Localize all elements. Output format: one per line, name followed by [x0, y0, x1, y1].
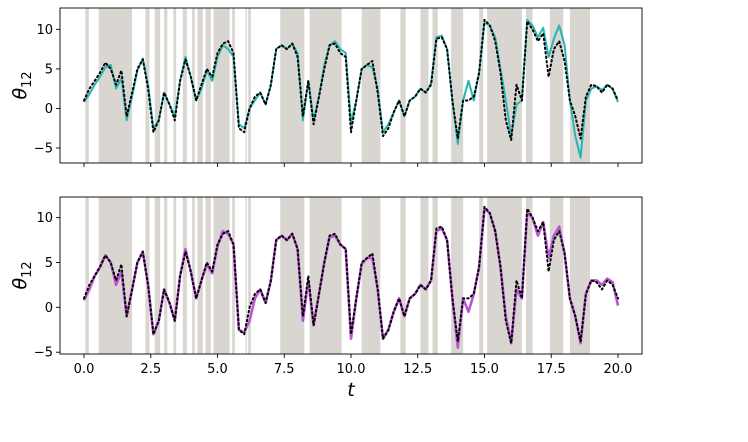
shaded-interval	[173, 197, 177, 354]
x-tick-label: 15.0	[470, 362, 499, 377]
shaded-interval	[309, 8, 342, 163]
y-axis-label: θ12	[9, 261, 35, 289]
y-axis-label: θ12	[9, 71, 35, 99]
shaded-interval	[309, 197, 342, 354]
shaded-interval	[549, 197, 564, 354]
series-line-reference	[83, 205, 619, 345]
x-tick-label: 2.5	[140, 362, 161, 377]
shaded-interval	[154, 197, 161, 354]
shaded-interval	[420, 8, 429, 163]
x-tick-label: 5.0	[207, 362, 228, 377]
shaded-interval	[232, 197, 235, 354]
y-tick-label: 0	[45, 102, 53, 117]
shaded-interval	[569, 197, 590, 354]
shaded-interval	[479, 8, 484, 163]
shaded-interval	[361, 8, 381, 163]
shaded-interval	[173, 8, 177, 163]
y-tick-label: 5	[45, 62, 53, 77]
shaded-interval	[400, 197, 406, 354]
shaded-interval	[232, 8, 235, 163]
shaded-interval	[85, 197, 89, 354]
shaded-interval	[164, 197, 168, 354]
shaded-interval	[245, 197, 247, 354]
shaded-interval	[569, 8, 590, 163]
shaded-interval	[197, 197, 203, 354]
y-axis-label-symbol: θ	[9, 88, 31, 100]
shaded-interval	[182, 8, 187, 163]
y-axis-label-symbol: θ	[9, 278, 31, 290]
shaded-interval	[98, 197, 133, 354]
x-tick-label: 7.5	[274, 362, 295, 377]
shaded-interval	[479, 197, 484, 354]
shaded-interval	[248, 8, 251, 163]
shaded-interval	[164, 8, 168, 163]
shaded-interval	[525, 8, 533, 163]
shaded-interval	[192, 197, 195, 354]
x-tick-label: 20.0	[603, 362, 632, 377]
bottom-subplot: −5 0 5 10 0.0 2.5 5.0 7.5 10.0 12.5 15.0 17.5 20.0 θ1…	[9, 196, 643, 401]
shaded-interval	[432, 197, 438, 354]
shaded-interval	[213, 197, 230, 354]
shaded-interval	[85, 8, 89, 163]
shaded-interval	[525, 197, 533, 354]
shaded-interval	[361, 197, 381, 354]
y-tick-label: 10	[36, 23, 53, 38]
x-tick-label: 17.5	[537, 362, 566, 377]
y-axis-label-subscript: 12	[20, 261, 35, 278]
shaded-interval	[205, 8, 211, 163]
shaded-interval	[205, 197, 211, 354]
x-tick-label: 12.5	[403, 362, 432, 377]
y-tick-label: 10	[36, 211, 53, 226]
x-axis-label: t	[347, 379, 356, 401]
y-tick-label: 0	[45, 301, 53, 316]
shaded-interval	[248, 197, 251, 354]
shaded-interval	[213, 8, 230, 163]
shaded-interval	[197, 8, 203, 163]
shaded-interval	[245, 8, 247, 163]
shaded-interval	[432, 8, 438, 163]
x-tick-label: 0.0	[74, 362, 95, 377]
y-tick-label: −5	[34, 346, 53, 361]
shaded-interval	[182, 197, 187, 354]
y-tick-label: −5	[34, 141, 53, 156]
shaded-interval	[400, 8, 406, 163]
series-line-reference	[83, 18, 619, 142]
shaded-interval	[420, 197, 429, 354]
y-axis-label-subscript: 12	[20, 71, 35, 88]
y-tick-label: 5	[45, 256, 53, 271]
x-tick-label: 10.0	[337, 362, 366, 377]
top-subplot: −5 0 5 10 θ12	[9, 7, 643, 167]
shaded-interval	[154, 8, 161, 163]
